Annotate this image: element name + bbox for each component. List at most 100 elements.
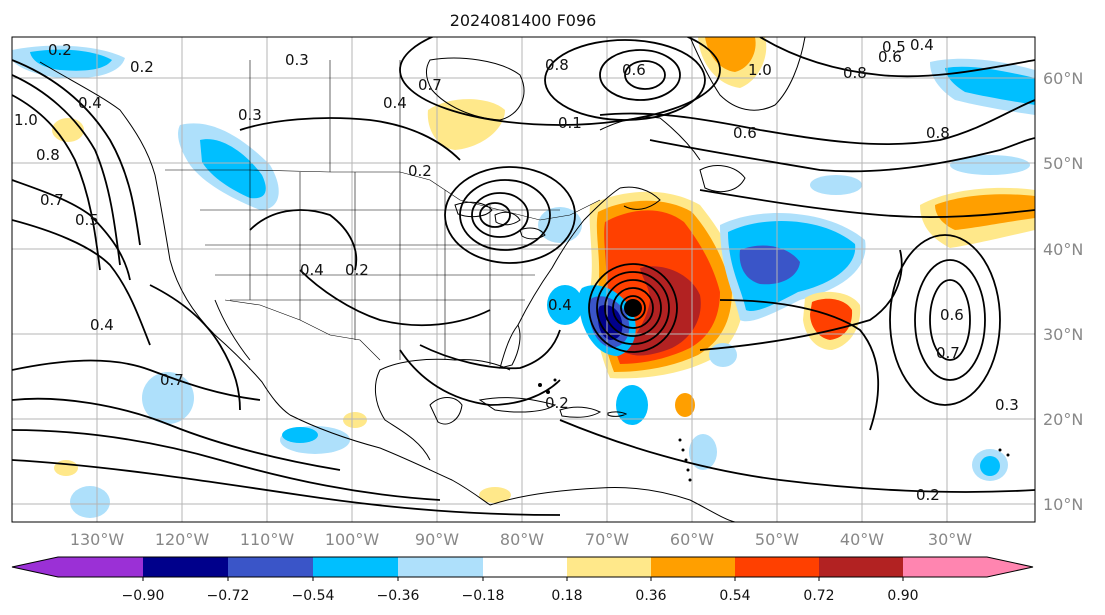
contour-label: 0.4 (548, 296, 572, 314)
cold-anomaly-mexico-core (282, 427, 318, 443)
lon-tick-label: 70°W (585, 530, 629, 549)
contour-label: 0.6 (733, 124, 757, 142)
colorbar-segment (398, 557, 483, 577)
lon-tick-label: 60°W (670, 530, 714, 549)
cold-anomaly-tropical (689, 434, 717, 470)
colorbar-segment (567, 557, 651, 577)
colorbar-tick-label: −0.90 (122, 588, 165, 604)
contour-label: 0.4 (300, 261, 324, 279)
contour-lines (12, 37, 1035, 516)
contour-label: 0.4 (90, 316, 114, 334)
colorbar-tick-label: −0.36 (377, 588, 420, 604)
contour-label: 0.2 (130, 58, 154, 76)
colorbar-ticks (142, 577, 904, 581)
cold-anomaly-gulf (547, 285, 583, 325)
contour-label: 0.8 (36, 146, 60, 164)
lat-tick-label: 20°N (1043, 410, 1083, 429)
lat-tick-label: 50°N (1043, 154, 1083, 173)
tropical-cyclone-center (624, 299, 642, 317)
colorbar-segment (143, 557, 228, 577)
cold-anomaly-pacific-far (70, 486, 110, 518)
warm-anomaly-greenland-core (705, 37, 756, 72)
colorbar-tick-label: 0.54 (719, 588, 750, 604)
colorbar-tick-label: 0.18 (551, 588, 582, 604)
warm-anomaly-pacific (52, 118, 84, 142)
map-panel: 0.2 0.3 1.0 0.8 0.4 0.7 0.5 0.2 0.3 0.6 … (12, 36, 1035, 522)
colorbar-segment-high-extend (987, 557, 1033, 577)
lat-tick-label: 40°N (1043, 240, 1083, 259)
lon-tick-label: 120°W (155, 530, 210, 549)
contour-label: 1.0 (14, 111, 38, 129)
colorbar: −0.90 −0.72 −0.54 −0.36 −0.18 0.18 0.36 … (11, 556, 1034, 604)
colorbar-tick-label: 0.36 (635, 588, 666, 604)
warm-anomaly-mid-atlantic-core (810, 298, 853, 340)
lon-tick-label: 110°W (240, 530, 295, 549)
warm-anomaly-baja (343, 412, 367, 428)
lat-tick-label: 30°N (1043, 325, 1083, 344)
warm-anomaly-hudson (427, 99, 505, 150)
contour-label: 1.0 (748, 61, 772, 79)
cold-anomaly-east-core (739, 245, 800, 285)
contour-label: 0.7 (160, 371, 184, 389)
contour-label: 0.1 (558, 114, 582, 132)
cold-anomaly-north-atl (810, 175, 862, 195)
cold-anomaly-labrador (538, 207, 582, 243)
warm-anomaly-pacific-2 (54, 460, 78, 476)
cold-anomaly-north-core (945, 66, 1035, 105)
political-borders (165, 60, 601, 365)
colorbar-tick-label: −0.72 (207, 588, 250, 604)
contour-label: 0.2 (545, 394, 569, 412)
cold-anomaly-azores-core (980, 456, 1000, 476)
contour-label: 0.4 (78, 94, 102, 112)
contour-label: 0.2 (916, 486, 940, 504)
contour-label: 0.7 (418, 76, 442, 94)
contour-label: 0.8 (545, 56, 569, 74)
cold-anomaly-pacific-south (142, 372, 194, 424)
contour-label: 0.8 (926, 124, 950, 142)
colorbar-tick-label: 0.72 (803, 588, 834, 604)
figure-title: 2024081400 F096 (450, 11, 597, 30)
lon-tick-label: 100°W (325, 530, 380, 549)
lon-tick-label: 80°W (500, 530, 544, 549)
colorbar-segment (228, 557, 313, 577)
cold-anomaly-nw-atl (950, 155, 1030, 175)
cold-anomaly-pacific-nw-core (30, 49, 112, 71)
contour-label: 0.7 (40, 191, 64, 209)
lon-tick-label: 50°W (755, 530, 799, 549)
contour-label: 0.8 (843, 64, 867, 82)
contour-label: 0.2 (48, 41, 72, 59)
contour-label: 0.5 (882, 38, 906, 56)
warm-anomaly-venezuela (479, 487, 511, 503)
colorbar-segment (313, 557, 398, 577)
colorbar-outline (11, 556, 1034, 578)
contour-label: 0.3 (238, 106, 262, 124)
contour-label: 0.4 (910, 36, 934, 54)
contour-label: 0.2 (408, 162, 432, 180)
contour-label-group: 0.2 0.3 1.0 0.8 0.4 0.7 0.5 0.2 0.3 0.6 … (14, 36, 1019, 504)
contour-label: 0.6 (622, 61, 646, 79)
longitude-axis: 130°W 120°W 110°W 100°W 90°W 80°W 70°W 6… (70, 530, 972, 549)
colorbar-segment (735, 557, 819, 577)
colorbar-segment (58, 557, 143, 577)
contour-label: 0.5 (75, 211, 99, 229)
contour-label: 0.6 (940, 306, 964, 324)
contour-label: 0.6 (878, 48, 902, 66)
contour-label: 0.3 (995, 396, 1019, 414)
colorbar-segment (819, 557, 903, 577)
lon-tick-label: 90°W (415, 530, 459, 549)
colorbar-segment (903, 557, 987, 577)
colorbar-tick-label: 0.90 (887, 588, 918, 604)
contour-label: 0.2 (345, 261, 369, 279)
latitude-axis: 60°N 50°N 40°N 30°N 20°N 10°N (1043, 69, 1083, 514)
lon-tick-label: 130°W (70, 530, 125, 549)
colorbar-segment-low-extend (12, 557, 58, 577)
colorbar-segment (483, 557, 567, 577)
lon-tick-label: 30°W (928, 530, 972, 549)
colorbar-segment (651, 557, 735, 577)
colorbar-tick-label: −0.54 (292, 588, 335, 604)
colorbar-tick-label: −0.18 (462, 588, 505, 604)
contour-label: 0.4 (383, 94, 407, 112)
warm-anomaly-caribbean (675, 393, 695, 417)
contour-label: 0.7 (936, 344, 960, 362)
